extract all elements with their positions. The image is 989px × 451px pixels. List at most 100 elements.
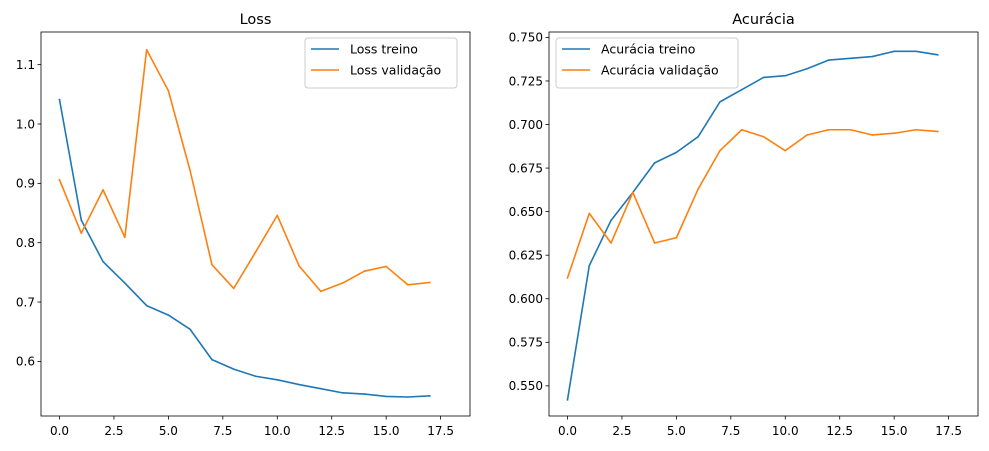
y-tick-label: 0.650 xyxy=(509,205,543,219)
data-point xyxy=(341,392,344,394)
x-tick-label: 5.0 xyxy=(159,424,178,438)
data-point xyxy=(428,395,431,397)
data-point xyxy=(232,287,235,290)
data-point xyxy=(915,50,917,53)
data-point xyxy=(936,130,939,133)
data-point xyxy=(828,128,830,131)
axes-frame xyxy=(548,31,979,417)
x-tick-label: 0.0 xyxy=(50,424,69,438)
data-point xyxy=(407,396,409,398)
x-tick-label: 2.5 xyxy=(612,424,631,438)
data-point xyxy=(320,387,322,390)
data-point xyxy=(653,162,656,164)
x-tick-label: 10.0 xyxy=(772,424,799,438)
data-point xyxy=(145,49,148,51)
x-tick-label: 15.0 xyxy=(881,424,908,438)
data-point xyxy=(167,89,170,92)
x-tick-label: 5.0 xyxy=(667,424,686,438)
series-line-1 xyxy=(566,50,939,401)
y-tick-label: 0.725 xyxy=(509,74,543,88)
data-point xyxy=(363,393,366,395)
data-point xyxy=(211,358,213,361)
data-point xyxy=(915,128,917,131)
y-tick-label: 0.550 xyxy=(509,379,543,393)
data-point xyxy=(828,59,830,61)
data-point xyxy=(675,236,678,239)
data-point xyxy=(189,328,191,331)
legend-box xyxy=(304,37,458,89)
data-point xyxy=(102,260,104,263)
y-tick-label: 0.9 xyxy=(16,177,35,191)
data-point xyxy=(254,251,257,253)
axes-frame xyxy=(40,31,471,417)
legend-label: Acurácia treino xyxy=(601,42,695,57)
data-point xyxy=(719,101,721,103)
y-tick-label: 1.0 xyxy=(16,117,35,131)
y-tick-label: 0.6 xyxy=(16,355,35,369)
data-point xyxy=(363,270,366,272)
data-point xyxy=(740,128,743,131)
y-tick-label: 0.600 xyxy=(509,292,543,306)
y-tick-label: 0.8 xyxy=(16,236,35,250)
data-point xyxy=(697,135,699,138)
data-point xyxy=(124,282,126,284)
y-tick-label: 0.750 xyxy=(509,31,543,45)
data-point xyxy=(58,98,61,101)
legend: Acurácia treino Acurácia validação xyxy=(555,37,739,89)
data-point xyxy=(276,214,279,217)
data-point xyxy=(806,67,808,70)
chart-title: Acurácia xyxy=(732,12,795,28)
legend-box xyxy=(555,37,739,89)
data-point xyxy=(610,219,612,222)
data-point xyxy=(893,132,895,135)
data-point xyxy=(566,398,569,401)
legend-label: Acurácia validação xyxy=(601,63,719,78)
x-tick-label: 17.5 xyxy=(427,424,454,438)
x-tick-label: 2.5 xyxy=(104,424,123,438)
x-tick-label: 0.0 xyxy=(558,424,577,438)
data-point xyxy=(428,281,431,284)
data-point xyxy=(145,304,148,307)
legend: Loss treino Loss validação xyxy=(304,37,458,89)
y-tick-label: 0.575 xyxy=(509,336,543,350)
series-line-2 xyxy=(58,49,431,293)
data-point xyxy=(849,128,852,131)
data-point xyxy=(189,170,191,172)
legend-label: Loss treino xyxy=(350,42,418,57)
data-point xyxy=(211,263,213,266)
x-tick-label: 15.0 xyxy=(373,424,400,438)
x-tick-label: 12.5 xyxy=(826,424,853,438)
series-line-2 xyxy=(566,128,939,279)
chart-title: Loss xyxy=(240,12,272,28)
data-point xyxy=(719,149,721,152)
data-point xyxy=(254,375,257,378)
y-tick-label: 0.675 xyxy=(509,161,543,175)
data-point xyxy=(806,134,808,136)
data-point xyxy=(610,242,612,244)
data-point xyxy=(893,50,895,53)
series-line-1 xyxy=(58,98,431,398)
data-point xyxy=(697,188,699,190)
data-point xyxy=(871,134,874,136)
data-point xyxy=(936,54,939,56)
data-point xyxy=(341,282,344,284)
data-point xyxy=(849,57,852,60)
y-tick-label: 1.1 xyxy=(16,58,35,72)
data-point xyxy=(407,284,409,286)
data-point xyxy=(298,383,300,386)
y-tick-label: 0.7 xyxy=(16,295,35,309)
x-tick-label: 17.5 xyxy=(935,424,962,438)
data-point xyxy=(167,314,170,316)
data-point xyxy=(58,178,61,181)
data-point xyxy=(102,189,104,191)
legend-label: Loss validação xyxy=(350,63,441,78)
data-point xyxy=(124,236,126,239)
x-tick-label: 10.0 xyxy=(264,424,291,438)
data-point xyxy=(871,55,874,58)
y-tick-label: 0.700 xyxy=(509,118,543,132)
data-point xyxy=(784,74,787,77)
data-point xyxy=(762,135,765,138)
data-point xyxy=(80,219,83,221)
data-point xyxy=(385,265,387,268)
